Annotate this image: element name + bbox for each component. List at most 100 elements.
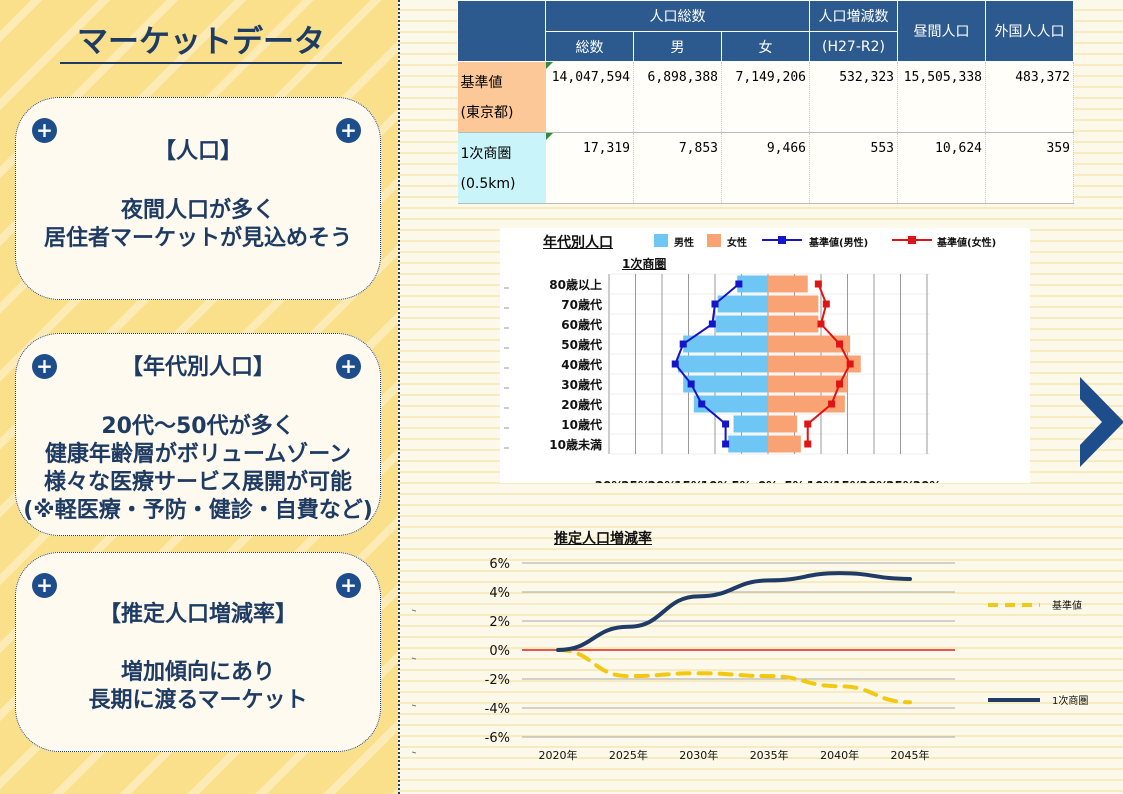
side-mark bbox=[411, 657, 417, 660]
plus-icon[interactable]: + bbox=[336, 573, 361, 598]
series-line-primary bbox=[556, 571, 912, 652]
plus-icon[interactable]: + bbox=[32, 118, 57, 143]
plus-icon[interactable]: + bbox=[336, 354, 361, 379]
x-tick-label: 2020年 bbox=[539, 748, 578, 762]
legend-male: 男性 bbox=[674, 238, 694, 249]
side-mark bbox=[411, 609, 417, 612]
side-mark bbox=[411, 704, 417, 707]
table-cell: 359 bbox=[985, 132, 1074, 204]
row-label-main: 基準値 bbox=[460, 75, 503, 91]
pyramid-marker bbox=[679, 340, 687, 348]
y-tick-label: 6% bbox=[489, 557, 510, 572]
x-tick-label: 2040年 bbox=[820, 748, 859, 762]
pyramid-marker bbox=[822, 300, 830, 308]
pyramid-bar bbox=[768, 275, 808, 293]
plus-icon[interactable]: + bbox=[32, 354, 57, 379]
pyramid-marker bbox=[804, 420, 812, 428]
legend-label: 1次商圏 bbox=[1052, 694, 1088, 707]
legend-swatch-female bbox=[707, 234, 721, 247]
pyramid-bar bbox=[728, 435, 768, 453]
pyramid-marker bbox=[846, 360, 854, 368]
card-line: 夜間人口が多く bbox=[120, 198, 275, 223]
pyramid-bar bbox=[737, 275, 768, 293]
pyramid-category-label: 80歳以上 bbox=[549, 277, 602, 292]
card-line: 居住者マーケットが見込めそう bbox=[43, 226, 352, 251]
pyramid-x-tick-label: 25% bbox=[621, 479, 650, 483]
chart-title: 推定人口増減率 bbox=[554, 531, 652, 547]
age-pyramid-chart: 80歳以上 70歳代 60歳代 50歳代 40歳代 30歳代 20歳代 10歳代 10歳未満 30… bbox=[500, 228, 1030, 483]
pyramid-bar bbox=[717, 295, 768, 313]
y-tick-label: 4% bbox=[489, 586, 510, 601]
table-header-change-sub: (H27-R2) bbox=[809, 31, 898, 62]
table-header: 総数 bbox=[545, 31, 634, 62]
legend-base-male: 基準値(男性) bbox=[809, 238, 869, 249]
pyramid-marker bbox=[817, 320, 825, 328]
pyramid-bar bbox=[768, 315, 819, 333]
table-cell: 532,323 bbox=[809, 61, 898, 133]
table-cell: 483,372 bbox=[985, 61, 1074, 133]
pyramid-marker bbox=[722, 420, 730, 428]
pyramid-x-tick-label: 30% bbox=[913, 479, 942, 483]
population-table: 人口総数 人口増減数 昼間人口 外国人人口 総数 男 女 (H27-R2) 基準… bbox=[457, 0, 1074, 204]
pyramid-x-tick-label: 25% bbox=[886, 479, 915, 483]
pyramid-marker bbox=[708, 320, 716, 328]
x-tick-label: 2035年 bbox=[750, 748, 789, 762]
pyramid-marker bbox=[687, 380, 695, 388]
pyramid-marker bbox=[804, 440, 812, 448]
plus-icon[interactable]: + bbox=[32, 573, 57, 598]
pyramid-bar bbox=[768, 355, 861, 373]
vertical-divider bbox=[398, 0, 400, 794]
pyramid-bar bbox=[677, 355, 768, 373]
pyramid-category-label: 40歳代 bbox=[561, 357, 602, 372]
x-tick-label: 2025年 bbox=[609, 748, 648, 762]
table-header-daytime: 昼間人口 bbox=[897, 0, 986, 62]
table-cell: 553 bbox=[809, 132, 898, 204]
card-line: 20代～50代が多く bbox=[101, 414, 295, 439]
table-header: 女 bbox=[721, 31, 810, 62]
card-line: 健康年齢層がボリュームゾーン bbox=[44, 442, 352, 467]
pyramid-category-label: 60歳代 bbox=[561, 317, 602, 332]
card-population: + + 【人口】 夜間人口が多く 居住者マーケットが見込めそう bbox=[15, 97, 381, 300]
table-group-header: 人口総数 bbox=[545, 0, 810, 32]
side-mark bbox=[411, 751, 417, 754]
pyramid-bar bbox=[768, 415, 798, 433]
chevron-right-icon[interactable] bbox=[1078, 377, 1123, 467]
page-title: マーケットデータ bbox=[77, 24, 325, 60]
y-tick-label: 0% bbox=[489, 644, 510, 659]
pyramid-category-label: 20歳代 bbox=[561, 397, 602, 412]
table-cell: 7,149,206 bbox=[721, 61, 810, 133]
estimated-change-chart: 6% 4% 2% 0% -2% -4% -6% 2020年 2025年 2030年 2035年 204… bbox=[411, 557, 1088, 762]
row-label-main: 1次商圏 bbox=[460, 146, 512, 162]
pyramid-marker bbox=[711, 300, 719, 308]
page-title-box: マーケットデータ bbox=[60, 20, 342, 64]
card-line: 増加傾向にあり bbox=[120, 660, 275, 685]
table-header-change: 人口増減数 bbox=[809, 0, 898, 32]
pyramid-x-tick-label: 15% bbox=[674, 479, 703, 483]
plus-icon[interactable]: + bbox=[336, 118, 361, 143]
card-line: 様々な医療サービス展開が可能 bbox=[43, 470, 352, 495]
pyramid-marker bbox=[836, 340, 844, 348]
pyramid-bar bbox=[768, 375, 848, 393]
pyramid-category-label: 50歳代 bbox=[561, 337, 602, 352]
x-tick-label: 2030年 bbox=[679, 748, 718, 762]
pyramid-bar bbox=[768, 435, 801, 453]
pyramid-marker bbox=[722, 440, 730, 448]
y-tick-label: -6% bbox=[485, 731, 510, 746]
table-cell: 10,624 bbox=[897, 132, 986, 204]
age-pyramid-svg: 80歳以上 70歳代 60歳代 50歳代 40歳代 30歳代 20歳代 10歳代 10歳未満 30… bbox=[504, 234, 942, 483]
legend-marker-base-female bbox=[908, 236, 916, 244]
legend-base-female: 基準値(女性) bbox=[937, 238, 997, 249]
pyramid-marker bbox=[698, 400, 706, 408]
pyramid-category-label: 70歳代 bbox=[561, 297, 602, 312]
table-cell: 17,319 bbox=[545, 132, 634, 204]
pyramid-bar bbox=[733, 415, 768, 433]
pyramid-x-tick-label: 20% bbox=[860, 479, 889, 483]
table-header-foreign: 外国人人口 bbox=[985, 0, 1074, 62]
table-header: 男 bbox=[633, 31, 722, 62]
legend-label: 基準値 bbox=[1052, 599, 1082, 612]
pyramid-x-tick-label: 30% bbox=[595, 479, 624, 483]
left-panel: マーケットデータ + + 【人口】 夜間人口が多く 居住者マーケットが見込めそう… bbox=[0, 0, 398, 794]
pyramid-x-tick-label: 15% bbox=[833, 479, 862, 483]
table-row: 1次商圏 (0.5km) 17,319 7,853 9,466 553 10,6… bbox=[457, 132, 1074, 204]
y-tick-label: -4% bbox=[485, 702, 510, 717]
